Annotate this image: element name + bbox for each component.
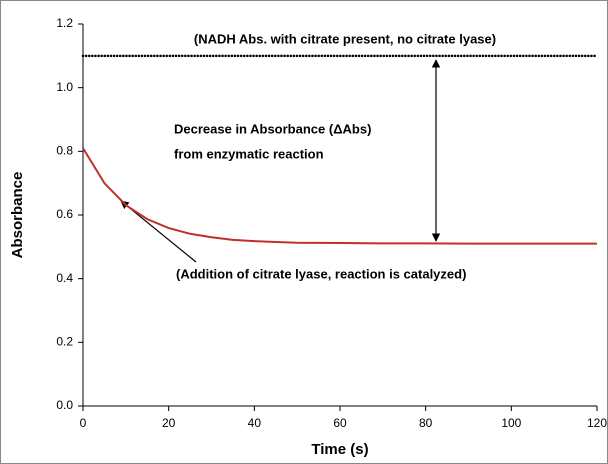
x-tick-label: 100 (501, 416, 521, 430)
x-tick-label: 120 (587, 416, 607, 430)
x-tick-label: 80 (419, 416, 433, 430)
annotation: from enzymatic reaction (174, 146, 324, 161)
y-tick-label: 0.2 (56, 335, 73, 349)
annotation: (Addition of citrate lyase, reaction is … (176, 266, 466, 281)
y-tick-label: 0.8 (56, 144, 73, 158)
x-tick-label: 20 (162, 416, 176, 430)
annotation: Decrease in Absorbance (ΔAbs) (174, 121, 371, 136)
x-tick-label: 40 (248, 416, 262, 430)
x-axis-title: Time (s) (311, 441, 368, 458)
y-tick-label: 1.2 (56, 16, 73, 30)
series-line (82, 147, 597, 245)
y-axis-title: Absorbance (9, 172, 26, 259)
x-tick-label: 0 (80, 416, 87, 430)
y-tick-label: 0.6 (56, 207, 73, 221)
x-tick-label: 60 (333, 416, 347, 430)
y-tick-label: 0.0 (56, 398, 73, 412)
y-tick-label: 0.4 (56, 271, 73, 285)
y-tick-label: 1.0 (56, 80, 73, 94)
annotation: (NADH Abs. with citrate present, no citr… (194, 31, 496, 46)
